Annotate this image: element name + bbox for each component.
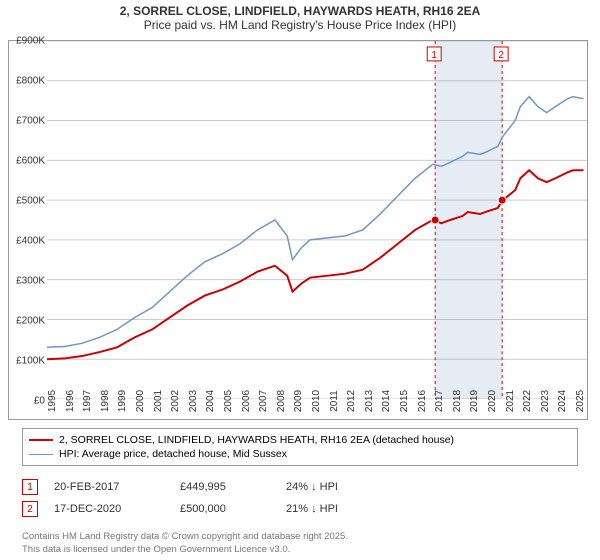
sale-price: £500,000	[180, 503, 270, 515]
footer-line2: This data is licensed under the Open Gov…	[22, 544, 578, 556]
sale-marker-box: 1	[22, 479, 38, 495]
legend-swatch	[29, 454, 53, 455]
svg-text:1: 1	[431, 50, 437, 61]
sale-pct-vs-hpi: 21% ↓ HPI	[286, 503, 406, 515]
x-tick-label: 1996	[65, 390, 76, 412]
x-tick-label: 2018	[452, 390, 463, 412]
sale-row: 1 20-FEB-2017 £449,995 24% ↓ HPI	[22, 476, 578, 498]
x-tick-label: 2006	[241, 390, 252, 412]
x-tick-label: 2005	[223, 390, 234, 412]
x-tick-label: 2015	[399, 390, 410, 412]
x-tick-label: 2011	[329, 390, 340, 412]
y-tick-label: £100K	[16, 356, 45, 367]
x-tick-label: 2023	[540, 390, 551, 412]
legend-item: HPI: Average price, detached house, Mid …	[29, 447, 571, 461]
sale-date: 17-DEC-2020	[54, 503, 164, 515]
x-tick-label: 2001	[153, 390, 164, 412]
x-tick-label: 2022	[522, 390, 533, 412]
x-tick-label: 2009	[293, 390, 304, 412]
sale-pct-vs-hpi: 24% ↓ HPI	[286, 481, 406, 493]
sale-marker-box: 2	[22, 501, 38, 517]
legend-item: 2, SORREL CLOSE, LINDFIELD, HAYWARDS HEA…	[29, 433, 571, 447]
y-tick-label: £500K	[16, 196, 45, 207]
x-tick-label: 1995	[47, 390, 58, 412]
chart-title-line1: 2, SORREL CLOSE, LINDFIELD, HAYWARDS HEA…	[0, 4, 600, 18]
y-tick-label: £600K	[16, 156, 45, 167]
x-tick-label: 2003	[188, 390, 199, 412]
x-axis: 1995199619971998199920002001200220032004…	[47, 399, 587, 419]
x-tick-label: 2002	[170, 390, 181, 412]
chart-area: £0 £100K £200K £300K £400K £500K £600K £700K £80…	[8, 40, 588, 420]
chart-container: 2, SORREL CLOSE, LINDFIELD, HAYWARDS HEA…	[0, 0, 600, 560]
x-tick-label: 1999	[117, 390, 128, 412]
x-tick-label: 2020	[487, 390, 498, 412]
x-tick-label: 1998	[100, 390, 111, 412]
x-tick-label: 2021	[505, 390, 516, 412]
legend-swatch	[29, 439, 53, 441]
x-tick-label: 2025	[575, 390, 586, 412]
footer: Contains HM Land Registry data © Crown c…	[22, 531, 578, 556]
x-tick-label: 2007	[258, 390, 269, 412]
legend-label: 2, SORREL CLOSE, LINDFIELD, HAYWARDS HEA…	[59, 434, 454, 446]
x-tick-label: 2010	[311, 390, 322, 412]
y-tick-label: £400K	[16, 236, 45, 247]
sale-date: 20-FEB-2017	[54, 481, 164, 493]
y-tick-label: £800K	[16, 76, 45, 87]
legend: 2, SORREL CLOSE, LINDFIELD, HAYWARDS HEA…	[22, 428, 578, 466]
y-axis: £0£100K£200K£300K£400K£500K£600K£700K£80…	[9, 41, 47, 399]
plot-svg: 12	[47, 41, 587, 399]
x-tick-label: 2013	[364, 390, 375, 412]
x-tick-label: 2008	[276, 390, 287, 412]
x-tick-label: 2017	[434, 390, 445, 412]
x-tick-label: 2016	[417, 390, 428, 412]
chart-title-line2: Price paid vs. HM Land Registry's House …	[0, 18, 600, 32]
plot-region: 12	[47, 41, 587, 399]
x-tick-label: 2014	[381, 390, 392, 412]
title-block: 2, SORREL CLOSE, LINDFIELD, HAYWARDS HEA…	[0, 0, 600, 34]
y-tick-label: £700K	[16, 116, 45, 127]
svg-text:2: 2	[498, 50, 504, 61]
x-tick-label: 2019	[469, 390, 480, 412]
x-tick-label: 2000	[135, 390, 146, 412]
x-tick-label: 2004	[205, 390, 216, 412]
x-tick-label: 1997	[82, 390, 93, 412]
sale-rows: 1 20-FEB-2017 £449,995 24% ↓ HPI 2 17-DE…	[22, 476, 578, 520]
legend-label: HPI: Average price, detached house, Mid …	[59, 448, 287, 460]
sale-row: 2 17-DEC-2020 £500,000 21% ↓ HPI	[22, 498, 578, 520]
x-tick-label: 2024	[557, 390, 568, 412]
y-tick-label: £300K	[16, 276, 45, 287]
y-tick-label: £900K	[16, 36, 45, 47]
sale-price: £449,995	[180, 481, 270, 493]
y-tick-label: £0	[34, 396, 45, 407]
x-tick-label: 2012	[346, 390, 357, 412]
y-tick-label: £200K	[16, 316, 45, 327]
footer-line1: Contains HM Land Registry data © Crown c…	[22, 531, 578, 543]
